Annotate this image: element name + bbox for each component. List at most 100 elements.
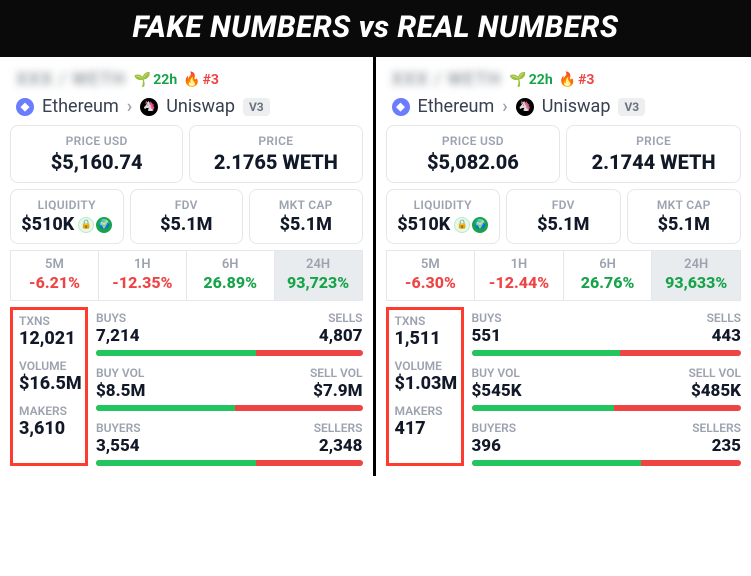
fdv-value: $5.1M — [135, 214, 239, 235]
tab-5m-label: 5M — [11, 257, 98, 272]
dex-version-badge: V3 — [618, 98, 645, 116]
fdv-value: $5.1M — [511, 214, 616, 235]
sells-value: 4,807 — [319, 326, 363, 346]
tab-6h[interactable]: 6H26.89% — [187, 250, 275, 301]
chevron-right-icon: › — [127, 96, 132, 117]
liquidity-label: LIQUIDITY — [15, 198, 119, 212]
buyers-label: BUYERS — [96, 421, 141, 435]
tab-1h[interactable]: 1H-12.35% — [99, 250, 187, 301]
sells-label: SELLS — [328, 311, 362, 325]
buys-label: BUYS — [96, 311, 126, 325]
liquidity-card: LIQUIDITY $510K — [386, 189, 501, 244]
chain-name[interactable]: Ethereum — [418, 96, 495, 117]
buys-sells-row: BUYSSELLS 551443 — [472, 311, 742, 356]
buyers-value: 3,554 — [96, 436, 140, 456]
flame-icon: 🔥 — [559, 72, 576, 88]
tab-1h-label: 1H — [475, 257, 563, 272]
fdv-card: FDV $5.1M — [506, 189, 621, 244]
buyers-sellers-row: BUYERS SELLERS 3,554 2,348 — [96, 421, 363, 466]
txns-label: TXNS — [19, 314, 81, 328]
liquidity-value: $510K — [15, 214, 119, 235]
tab-24h[interactable]: 24H93,633% — [652, 250, 741, 301]
buys-sells-row: BUYS SELLS 7,214 4,807 — [96, 311, 363, 356]
lock-icon — [78, 217, 94, 233]
buys-value: 7,214 — [96, 326, 140, 346]
chevron-right-icon: › — [502, 96, 507, 117]
chain-name[interactable]: Ethereum — [42, 96, 119, 117]
buyers-sellers-row: BUYERSSELLERS 396235 — [472, 421, 742, 466]
price-label: PRICE — [571, 134, 736, 148]
volume-value: $1.03M — [395, 373, 457, 394]
price-card: PRICE 2.1765 WETH — [189, 125, 362, 183]
age-badge: 🌱22h — [134, 72, 177, 88]
lock-icon — [454, 217, 470, 233]
ethereum-icon — [392, 98, 410, 116]
price-usd-card: PRICE USD $5,160.74 — [10, 125, 183, 183]
breadcrumb: Ethereum › Uniswap V3 — [6, 94, 367, 125]
price-label: PRICE — [194, 134, 357, 148]
buyvol-sellvol-row: BUY VOLSELL VOL $8.5M$7.9M — [96, 366, 363, 411]
mktcap-value: $5.1M — [254, 214, 358, 235]
fdv-label: FDV — [511, 198, 616, 212]
pair-name-blurred: XXX / WETH — [16, 69, 126, 90]
price-value: 2.1765 WETH — [194, 150, 357, 174]
sellers-label: SELLERS — [314, 421, 363, 435]
tab-6h[interactable]: 6H26.76% — [564, 250, 653, 301]
sells-value: 443 — [712, 326, 741, 346]
tab-6h-value: 26.89% — [187, 273, 274, 292]
pair-name-blurred: XXX / WETH — [392, 69, 502, 90]
tab-5m-label: 5M — [387, 257, 475, 272]
fdv-label: FDV — [135, 198, 239, 212]
volume-value: $16.5M — [19, 373, 81, 394]
makers-label: MAKERS — [19, 404, 81, 418]
buyvol-label: BUY VOL — [472, 366, 520, 380]
buyvol-sellvol-bar — [472, 405, 742, 411]
tab-1h-value: -12.35% — [99, 273, 186, 292]
tab-5m[interactable]: 5M-6.30% — [386, 250, 476, 301]
mktcap-card: MKT CAP $5.1M — [249, 189, 363, 244]
tab-5m-value: -6.21% — [11, 273, 98, 292]
tab-24h-value: 93,633% — [652, 273, 740, 292]
sellers-value: 235 — [712, 436, 741, 456]
age-badge: 🌱22h — [509, 72, 552, 88]
buyvol-sellvol-row: BUY VOL SELL VOL $545K $485K — [472, 366, 742, 411]
price-card: PRICE 2.1744 WETH — [566, 125, 741, 183]
age-value: 22h — [529, 72, 553, 88]
tab-24h-label: 24H — [652, 257, 740, 272]
dex-name[interactable]: Uniswap — [542, 96, 611, 117]
sellvol-label: SELL VOL — [310, 366, 363, 380]
panel-real: XXX / WETH 🌱22h 🔥#3 Ethereum › Uniswap V… — [376, 57, 751, 476]
tab-1h-value: -12.44% — [475, 273, 563, 292]
buyvol-label: BUY VOL — [96, 366, 144, 380]
buyers-sellers-bar — [96, 460, 363, 466]
dex-version-badge: V3 — [243, 98, 270, 116]
tab-5m-value: -6.30% — [387, 273, 475, 292]
sellvol-label: SELL VOL — [688, 366, 741, 380]
buyvol-value: $545K — [472, 381, 522, 401]
price-usd-label: PRICE USD — [391, 134, 556, 148]
txns-value: 1,511 — [395, 328, 457, 349]
buys-sells-bar — [472, 350, 742, 356]
tab-1h[interactable]: 1H-12.44% — [475, 250, 564, 301]
uniswap-icon — [516, 98, 534, 116]
buyers-label: BUYERS — [472, 421, 517, 435]
tab-24h-value: 93,723% — [275, 273, 362, 292]
txn-highlight-box: TXNS1,511 VOLUME$1.03M MAKERS417 — [386, 307, 464, 466]
liquidity-card: LIQUIDITY $510K — [10, 189, 124, 244]
tab-5m[interactable]: 5M-6.21% — [10, 250, 99, 301]
sellvol-value: $485K — [691, 381, 741, 401]
rank-badge: 🔥#3 — [183, 72, 219, 88]
timeframe-tabs: 5M-6.21% 1H-12.35% 6H26.89% 24H93,723% — [6, 250, 367, 301]
rank-value: #3 — [203, 72, 219, 88]
timeframe-tabs: 5M-6.30% 1H-12.44% 6H26.76% 24H93,633% — [382, 250, 746, 301]
sellers-label: SELLERS — [692, 421, 741, 435]
mktcap-card: MKT CAP $5.1M — [627, 189, 742, 244]
rank-badge: 🔥#3 — [559, 72, 595, 88]
dex-name[interactable]: Uniswap — [166, 96, 235, 117]
tab-24h[interactable]: 24H93,723% — [275, 250, 363, 301]
breadcrumb: Ethereum › Uniswap V3 — [382, 94, 746, 125]
comparison-title: FAKE NUMBERS vs REAL NUMBERS — [0, 0, 751, 57]
sellers-value: 2,348 — [319, 436, 363, 456]
sprout-icon: 🌱 — [134, 72, 151, 88]
buys-label: BUYS — [472, 311, 502, 325]
